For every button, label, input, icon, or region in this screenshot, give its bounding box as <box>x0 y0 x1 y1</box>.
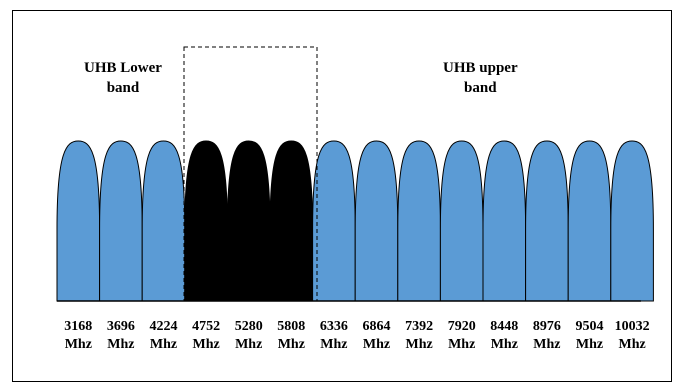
freq-value: 10032 <box>614 319 650 334</box>
lower-band-label: UHB Lower band <box>84 58 162 98</box>
band-lobe-3696 <box>99 140 143 302</box>
freq-value: 3168 <box>64 319 93 334</box>
freq-value: 9504 <box>575 319 604 334</box>
freq-value: 7920 <box>447 319 476 334</box>
freq-label-10032: 10032 Mhz <box>610 318 654 354</box>
freq-unit: Mhz <box>575 337 604 352</box>
freq-label-4752: 4752 Mhz <box>184 318 228 354</box>
freq-label-7920: 7920 Mhz <box>440 318 484 354</box>
lower-band-label-line2: band <box>106 80 140 96</box>
band-lobe-7392 <box>397 140 441 302</box>
freq-unit: Mhz <box>235 337 263 352</box>
band-lobe-9504 <box>567 140 612 302</box>
freq-value: 5280 <box>234 319 263 334</box>
upper-band-label-line1: UHB upper <box>443 60 518 76</box>
freq-label-6336: 6336 Mhz <box>312 318 356 354</box>
band-lobe-8976 <box>525 140 569 302</box>
freq-label-8976: 8976 Mhz <box>525 318 569 354</box>
band-lobe-4224 <box>141 140 186 302</box>
freq-value: 3696 <box>106 319 135 334</box>
band-lobe-7920 <box>439 140 484 302</box>
freq-unit: Mhz <box>64 337 92 352</box>
band-lobe-10032 <box>610 140 654 302</box>
freq-label-4224: 4224 Mhz <box>142 318 186 354</box>
freq-value: 8448 <box>490 319 519 334</box>
band-lobe-5280 <box>226 140 271 302</box>
upper-band-label: UHB upper band <box>443 58 518 98</box>
freq-label-9504: 9504 Mhz <box>568 318 612 354</box>
diagram-frame <box>12 10 672 382</box>
freq-value: 7392 <box>405 319 434 334</box>
band-lobe-6864 <box>354 140 399 302</box>
freq-unit: Mhz <box>448 337 476 352</box>
freq-unit: Mhz <box>149 337 178 352</box>
freq-value: 4224 <box>149 319 178 334</box>
freq-value: 6336 <box>319 319 348 334</box>
freq-label-3696: 3696 Mhz <box>99 318 143 354</box>
freq-value: 6864 <box>362 319 391 334</box>
upper-band-label-line2: band <box>464 80 497 96</box>
freq-label-3168: 3168 Mhz <box>56 318 100 354</box>
freq-unit: Mhz <box>192 337 220 352</box>
freq-value: 5808 <box>277 319 306 334</box>
freq-unit: Mhz <box>362 337 391 352</box>
freq-unit: Mhz <box>618 337 646 352</box>
lower-band-label-line1: UHB Lower <box>84 60 162 76</box>
band-lobe-5808 <box>269 140 314 302</box>
freq-unit: Mhz <box>405 337 433 352</box>
freq-label-8448: 8448 Mhz <box>482 318 526 354</box>
freq-label-5280: 5280 Mhz <box>227 318 271 354</box>
freq-label-6864: 6864 Mhz <box>355 318 399 354</box>
band-lobe-4752 <box>184 140 228 302</box>
freq-unit: Mhz <box>277 337 305 352</box>
band-lobe-6336 <box>312 140 356 302</box>
freq-unit: Mhz <box>533 337 561 352</box>
freq-value: 8976 <box>532 319 561 334</box>
freq-label-7392: 7392 Mhz <box>397 318 441 354</box>
freq-unit: Mhz <box>107 337 135 352</box>
band-lobe-8448 <box>482 140 527 302</box>
freq-label-5808: 5808 Mhz <box>269 318 313 354</box>
freq-value: 4752 <box>192 319 221 334</box>
excluded-band-dashed-box <box>183 46 318 302</box>
band-lobe-3168 <box>56 140 101 302</box>
freq-unit: Mhz <box>490 337 518 352</box>
freq-unit: Mhz <box>320 337 348 352</box>
